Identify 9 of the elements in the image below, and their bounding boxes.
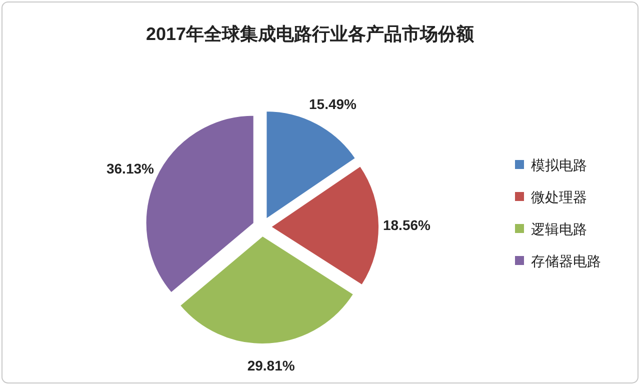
chart-title: 2017年全球集成电路行业各产品市场份额 [146, 24, 476, 44]
legend-label: 存储器电路 [531, 253, 601, 269]
data-label: 18.56% [382, 217, 432, 234]
legend-label: 逻辑电路 [531, 221, 587, 237]
data-label: 36.13% [106, 160, 155, 176]
data-label: 29.81% [247, 358, 296, 374]
legend-label: 模拟电路 [531, 157, 587, 173]
legend-label: 微处理器 [531, 189, 587, 205]
data-label: 15.49% [309, 96, 358, 112]
